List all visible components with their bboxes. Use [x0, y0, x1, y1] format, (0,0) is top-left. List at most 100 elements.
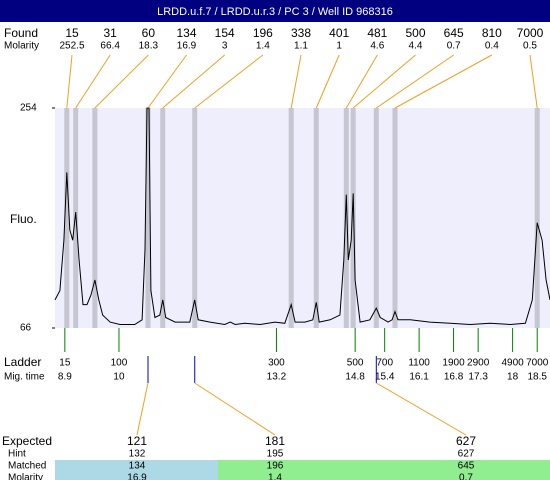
peak-connector: [315, 54, 340, 109]
ladder-size: 2900: [467, 358, 490, 369]
ladder-time: 18.5: [527, 372, 547, 383]
header-bar: [0, 0, 550, 22]
y-axis-label: Fluo.: [10, 212, 37, 226]
found-molarity: 3: [222, 41, 228, 52]
ladder-size: 500: [347, 358, 364, 369]
found-size: 31: [103, 26, 117, 40]
found-size: 401: [329, 26, 349, 40]
header-title: LRDD.u.f.7 / LRDD.u.r.3 / PC 3 / Well ID…: [157, 6, 393, 18]
found-size: 500: [405, 26, 425, 40]
peak-connector: [394, 54, 493, 109]
y-tick-label: 254: [20, 103, 37, 114]
found-size: 134: [176, 26, 196, 40]
cell-matched: 645: [458, 461, 475, 472]
matched-cell: [330, 460, 550, 480]
ladder-label: Ladder: [4, 355, 41, 369]
peak-band: [64, 108, 70, 328]
ladder-time: 13.2: [267, 372, 287, 383]
peak-band: [373, 108, 379, 328]
plot-area: [55, 108, 550, 328]
peak-connector: [66, 54, 73, 109]
found-molarity: 4.4: [409, 41, 423, 52]
peak-band: [192, 108, 198, 328]
found-molarity: 1.1: [294, 41, 308, 52]
ladder-size: 15: [59, 358, 71, 369]
ladder-size: 100: [111, 358, 128, 369]
peak-band: [392, 108, 398, 328]
peak-connector: [94, 54, 149, 109]
mig-time-label: Mig. time: [4, 372, 45, 383]
cell-expected: 121: [127, 434, 147, 448]
found-molarity: 66.4: [100, 41, 120, 52]
peak-connector: [194, 54, 264, 109]
found-size: 7000: [517, 26, 544, 40]
ladder-time: 15.4: [375, 372, 395, 383]
ladder-time: 16.1: [409, 372, 429, 383]
found-label: Found: [4, 26, 38, 40]
peak-band: [160, 108, 166, 328]
ladder-time: 18: [507, 372, 519, 383]
found-size: 154: [215, 26, 235, 40]
found-molarity: 252.5: [59, 41, 84, 52]
cell-hint: 627: [458, 449, 475, 460]
cell-hint: 132: [129, 449, 146, 460]
match-connector: [376, 382, 467, 436]
found-size: 196: [253, 26, 273, 40]
peak-band: [313, 108, 319, 328]
found-size: 810: [482, 26, 502, 40]
row-label: Hint: [8, 449, 26, 460]
y-tick-label: 66: [20, 323, 32, 334]
found-molarity: 0.7: [447, 41, 461, 52]
ladder-size: 300: [268, 358, 285, 369]
found-molarity: 1.4: [256, 41, 270, 52]
cell-expected: 181: [265, 434, 285, 448]
peak-connector: [147, 54, 187, 109]
found-molarity: 0.5: [523, 41, 537, 52]
cell-molarity: 16.9: [127, 473, 147, 480]
row-label: Expected: [2, 434, 52, 448]
trace: [54, 107, 550, 326]
cell-matched: 134: [129, 461, 146, 472]
ladder-time: 17.3: [468, 372, 488, 383]
cell-matched: 196: [267, 461, 284, 472]
ladder-size: 4900: [501, 358, 524, 369]
found-molarity: 0.4: [485, 41, 499, 52]
found-molarity: 4.6: [370, 41, 384, 52]
ladder-time: 14.8: [345, 372, 365, 383]
ladder-size: 1900: [442, 358, 465, 369]
peak-band: [350, 108, 356, 328]
found-molarity: 18.3: [139, 41, 159, 52]
row-label: Matched: [8, 461, 46, 472]
cell-expected: 627: [456, 434, 476, 448]
peak-connector: [162, 54, 225, 109]
peak-band: [534, 108, 540, 328]
molarity-label: Molarity: [4, 41, 39, 52]
cell-molarity: 0.7: [459, 473, 473, 480]
match-connector: [136, 382, 149, 436]
peak-connector: [352, 54, 416, 109]
cell-hint: 195: [267, 449, 284, 460]
found-molarity: 1: [336, 41, 342, 52]
ladder-size: 1100: [408, 358, 430, 369]
peak-band: [343, 108, 349, 328]
peak-connector: [529, 54, 538, 109]
found-size: 645: [444, 26, 464, 40]
cell-molarity: 1.4: [268, 473, 282, 480]
peak-connector: [345, 54, 378, 109]
peak-band: [288, 108, 294, 328]
matched-cell: [218, 460, 330, 480]
peak-connector: [290, 54, 302, 109]
found-size: 338: [291, 26, 311, 40]
ladder-time: 10: [113, 372, 125, 383]
ladder-time: 16.8: [444, 372, 464, 383]
ladder-size: 7000: [526, 358, 549, 369]
row-label: Molarity: [8, 473, 43, 480]
ladder-size: 700: [376, 358, 393, 369]
found-size: 481: [367, 26, 387, 40]
peak-connector: [376, 54, 454, 109]
matched-cell: [55, 460, 218, 480]
found-molarity: 16.9: [177, 41, 197, 52]
match-connector: [194, 382, 276, 436]
